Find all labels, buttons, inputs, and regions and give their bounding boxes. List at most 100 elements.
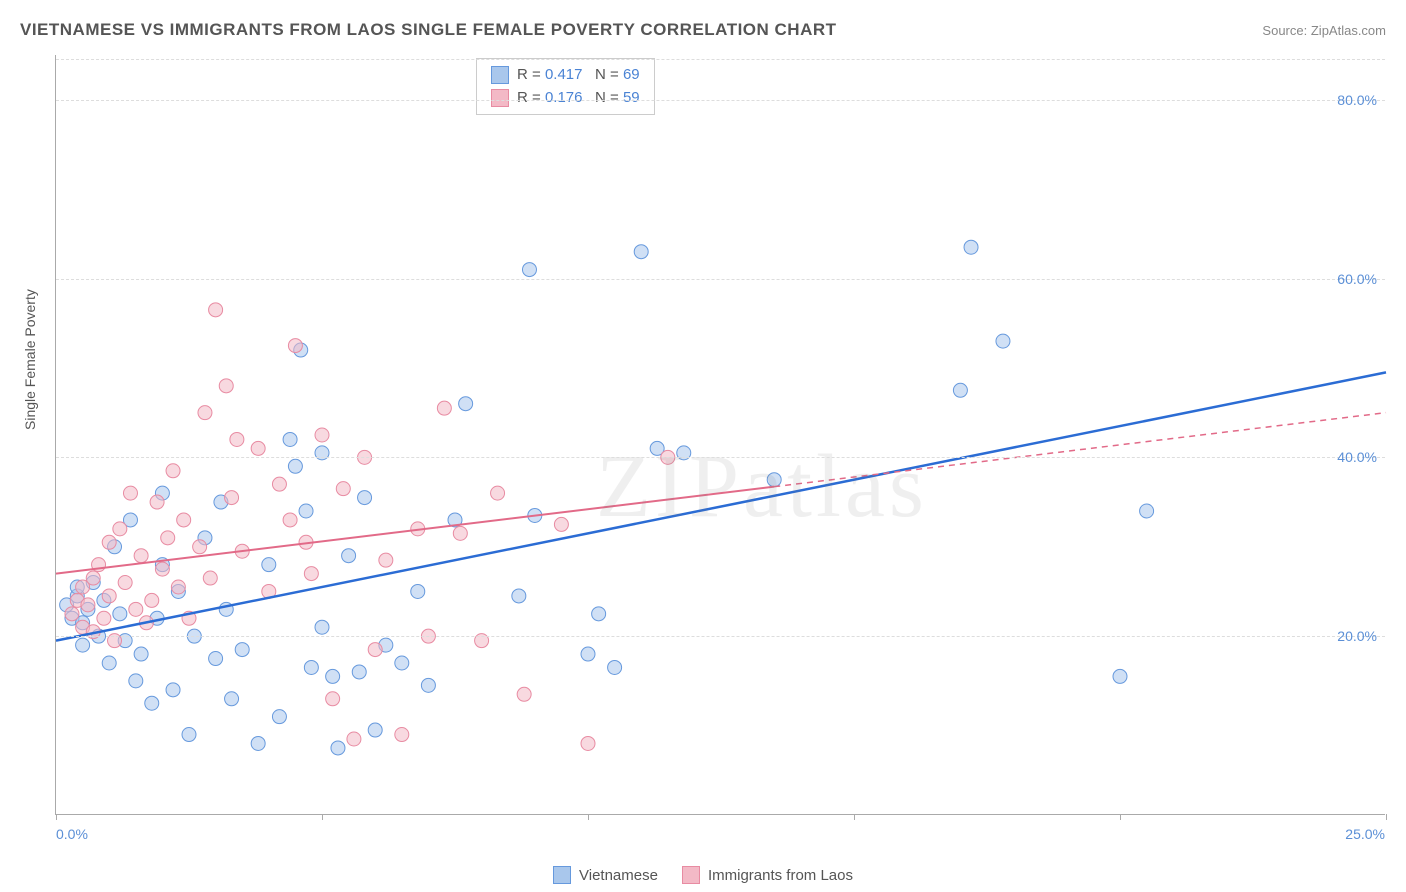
- scatter-point: [299, 504, 313, 518]
- scatter-point: [326, 669, 340, 683]
- scatter-point: [522, 263, 536, 277]
- scatter-point: [331, 741, 345, 755]
- scatter-point: [225, 692, 239, 706]
- scatter-point: [219, 379, 233, 393]
- source-attribution: Source: ZipAtlas.com: [1262, 23, 1386, 38]
- scatter-point: [491, 486, 505, 500]
- scatter-point: [581, 736, 595, 750]
- scatter-point: [368, 643, 382, 657]
- scatter-point: [97, 611, 111, 625]
- scatter-point: [113, 522, 127, 536]
- scatter-point: [634, 245, 648, 259]
- scatter-point: [225, 491, 239, 505]
- scatter-point: [102, 535, 116, 549]
- scatter-point: [76, 638, 90, 652]
- x-tick: [588, 814, 589, 820]
- correlation-legend-box: R = 0.417 N = 69R = 0.176 N = 59: [476, 58, 655, 115]
- scatter-point: [150, 495, 164, 509]
- chart-header: VIETNAMESE VS IMMIGRANTS FROM LAOS SINGL…: [20, 20, 1386, 40]
- scatter-point: [230, 432, 244, 446]
- scatter-point: [326, 692, 340, 706]
- legend-swatch: [682, 866, 700, 884]
- y-axis-label: Single Female Poverty: [22, 289, 38, 430]
- gridline: [56, 636, 1385, 637]
- gridline: [56, 59, 1385, 60]
- scatter-point: [182, 728, 196, 742]
- scatter-point: [81, 598, 95, 612]
- correlation-row: R = 0.176 N = 59: [491, 87, 640, 110]
- scatter-point: [453, 526, 467, 540]
- x-tick-label: 25.0%: [1345, 826, 1385, 842]
- scatter-point: [358, 491, 372, 505]
- scatter-point: [304, 567, 318, 581]
- y-tick-label: 60.0%: [1337, 271, 1377, 287]
- legend-swatch: [553, 866, 571, 884]
- legend-label: Immigrants from Laos: [708, 867, 853, 884]
- scatter-point: [953, 383, 967, 397]
- scatter-point: [347, 732, 361, 746]
- x-tick: [1120, 814, 1121, 820]
- scatter-point: [767, 473, 781, 487]
- scatter-point: [134, 549, 148, 563]
- scatter-point: [251, 736, 265, 750]
- legend-item: Immigrants from Laos: [682, 866, 853, 884]
- scatter-point: [272, 710, 286, 724]
- x-tick-label: 0.0%: [56, 826, 88, 842]
- legend-label: Vietnamese: [579, 867, 658, 884]
- scatter-point: [395, 656, 409, 670]
- scatter-point: [421, 678, 435, 692]
- scatter-point: [272, 477, 286, 491]
- gridline: [56, 100, 1385, 101]
- scatter-point: [411, 584, 425, 598]
- scatter-point: [459, 397, 473, 411]
- scatter-point: [517, 687, 531, 701]
- scatter-point: [145, 593, 159, 607]
- scatter-point: [608, 660, 622, 674]
- correlation-text: R = 0.176 N = 59: [517, 87, 640, 110]
- x-tick: [854, 814, 855, 820]
- trendline-dashed: [774, 413, 1386, 487]
- scatter-point: [437, 401, 451, 415]
- bottom-legend: Vietnamese Immigrants from Laos: [0, 866, 1406, 884]
- scatter-plot-svg: [56, 55, 1385, 814]
- scatter-point: [964, 240, 978, 254]
- x-tick: [322, 814, 323, 820]
- scatter-point: [336, 482, 350, 496]
- chart-title: VIETNAMESE VS IMMIGRANTS FROM LAOS SINGL…: [20, 20, 837, 40]
- scatter-point: [193, 540, 207, 554]
- scatter-point: [512, 589, 526, 603]
- trendline: [56, 372, 1386, 640]
- source-value: ZipAtlas.com: [1311, 23, 1386, 38]
- scatter-point: [161, 531, 175, 545]
- y-tick-label: 80.0%: [1337, 92, 1377, 108]
- scatter-point: [129, 602, 143, 616]
- scatter-point: [581, 647, 595, 661]
- scatter-point: [113, 607, 127, 621]
- legend-swatch: [491, 66, 509, 84]
- scatter-point: [283, 432, 297, 446]
- scatter-point: [102, 589, 116, 603]
- scatter-point: [134, 647, 148, 661]
- scatter-point: [155, 562, 169, 576]
- gridline: [56, 457, 1385, 458]
- legend-item: Vietnamese: [553, 866, 658, 884]
- scatter-point: [209, 303, 223, 317]
- scatter-point: [177, 513, 191, 527]
- scatter-point: [315, 620, 329, 634]
- gridline: [56, 279, 1385, 280]
- scatter-point: [342, 549, 356, 563]
- scatter-point: [262, 558, 276, 572]
- y-tick-label: 40.0%: [1337, 449, 1377, 465]
- scatter-point: [368, 723, 382, 737]
- scatter-point: [379, 553, 393, 567]
- legend-swatch: [491, 89, 509, 107]
- correlation-row: R = 0.417 N = 69: [491, 64, 640, 87]
- scatter-point: [118, 576, 132, 590]
- scatter-point: [123, 486, 137, 500]
- x-tick: [56, 814, 57, 820]
- y-tick-label: 20.0%: [1337, 628, 1377, 644]
- scatter-point: [86, 571, 100, 585]
- scatter-point: [283, 513, 297, 527]
- scatter-point: [395, 728, 409, 742]
- scatter-point: [166, 683, 180, 697]
